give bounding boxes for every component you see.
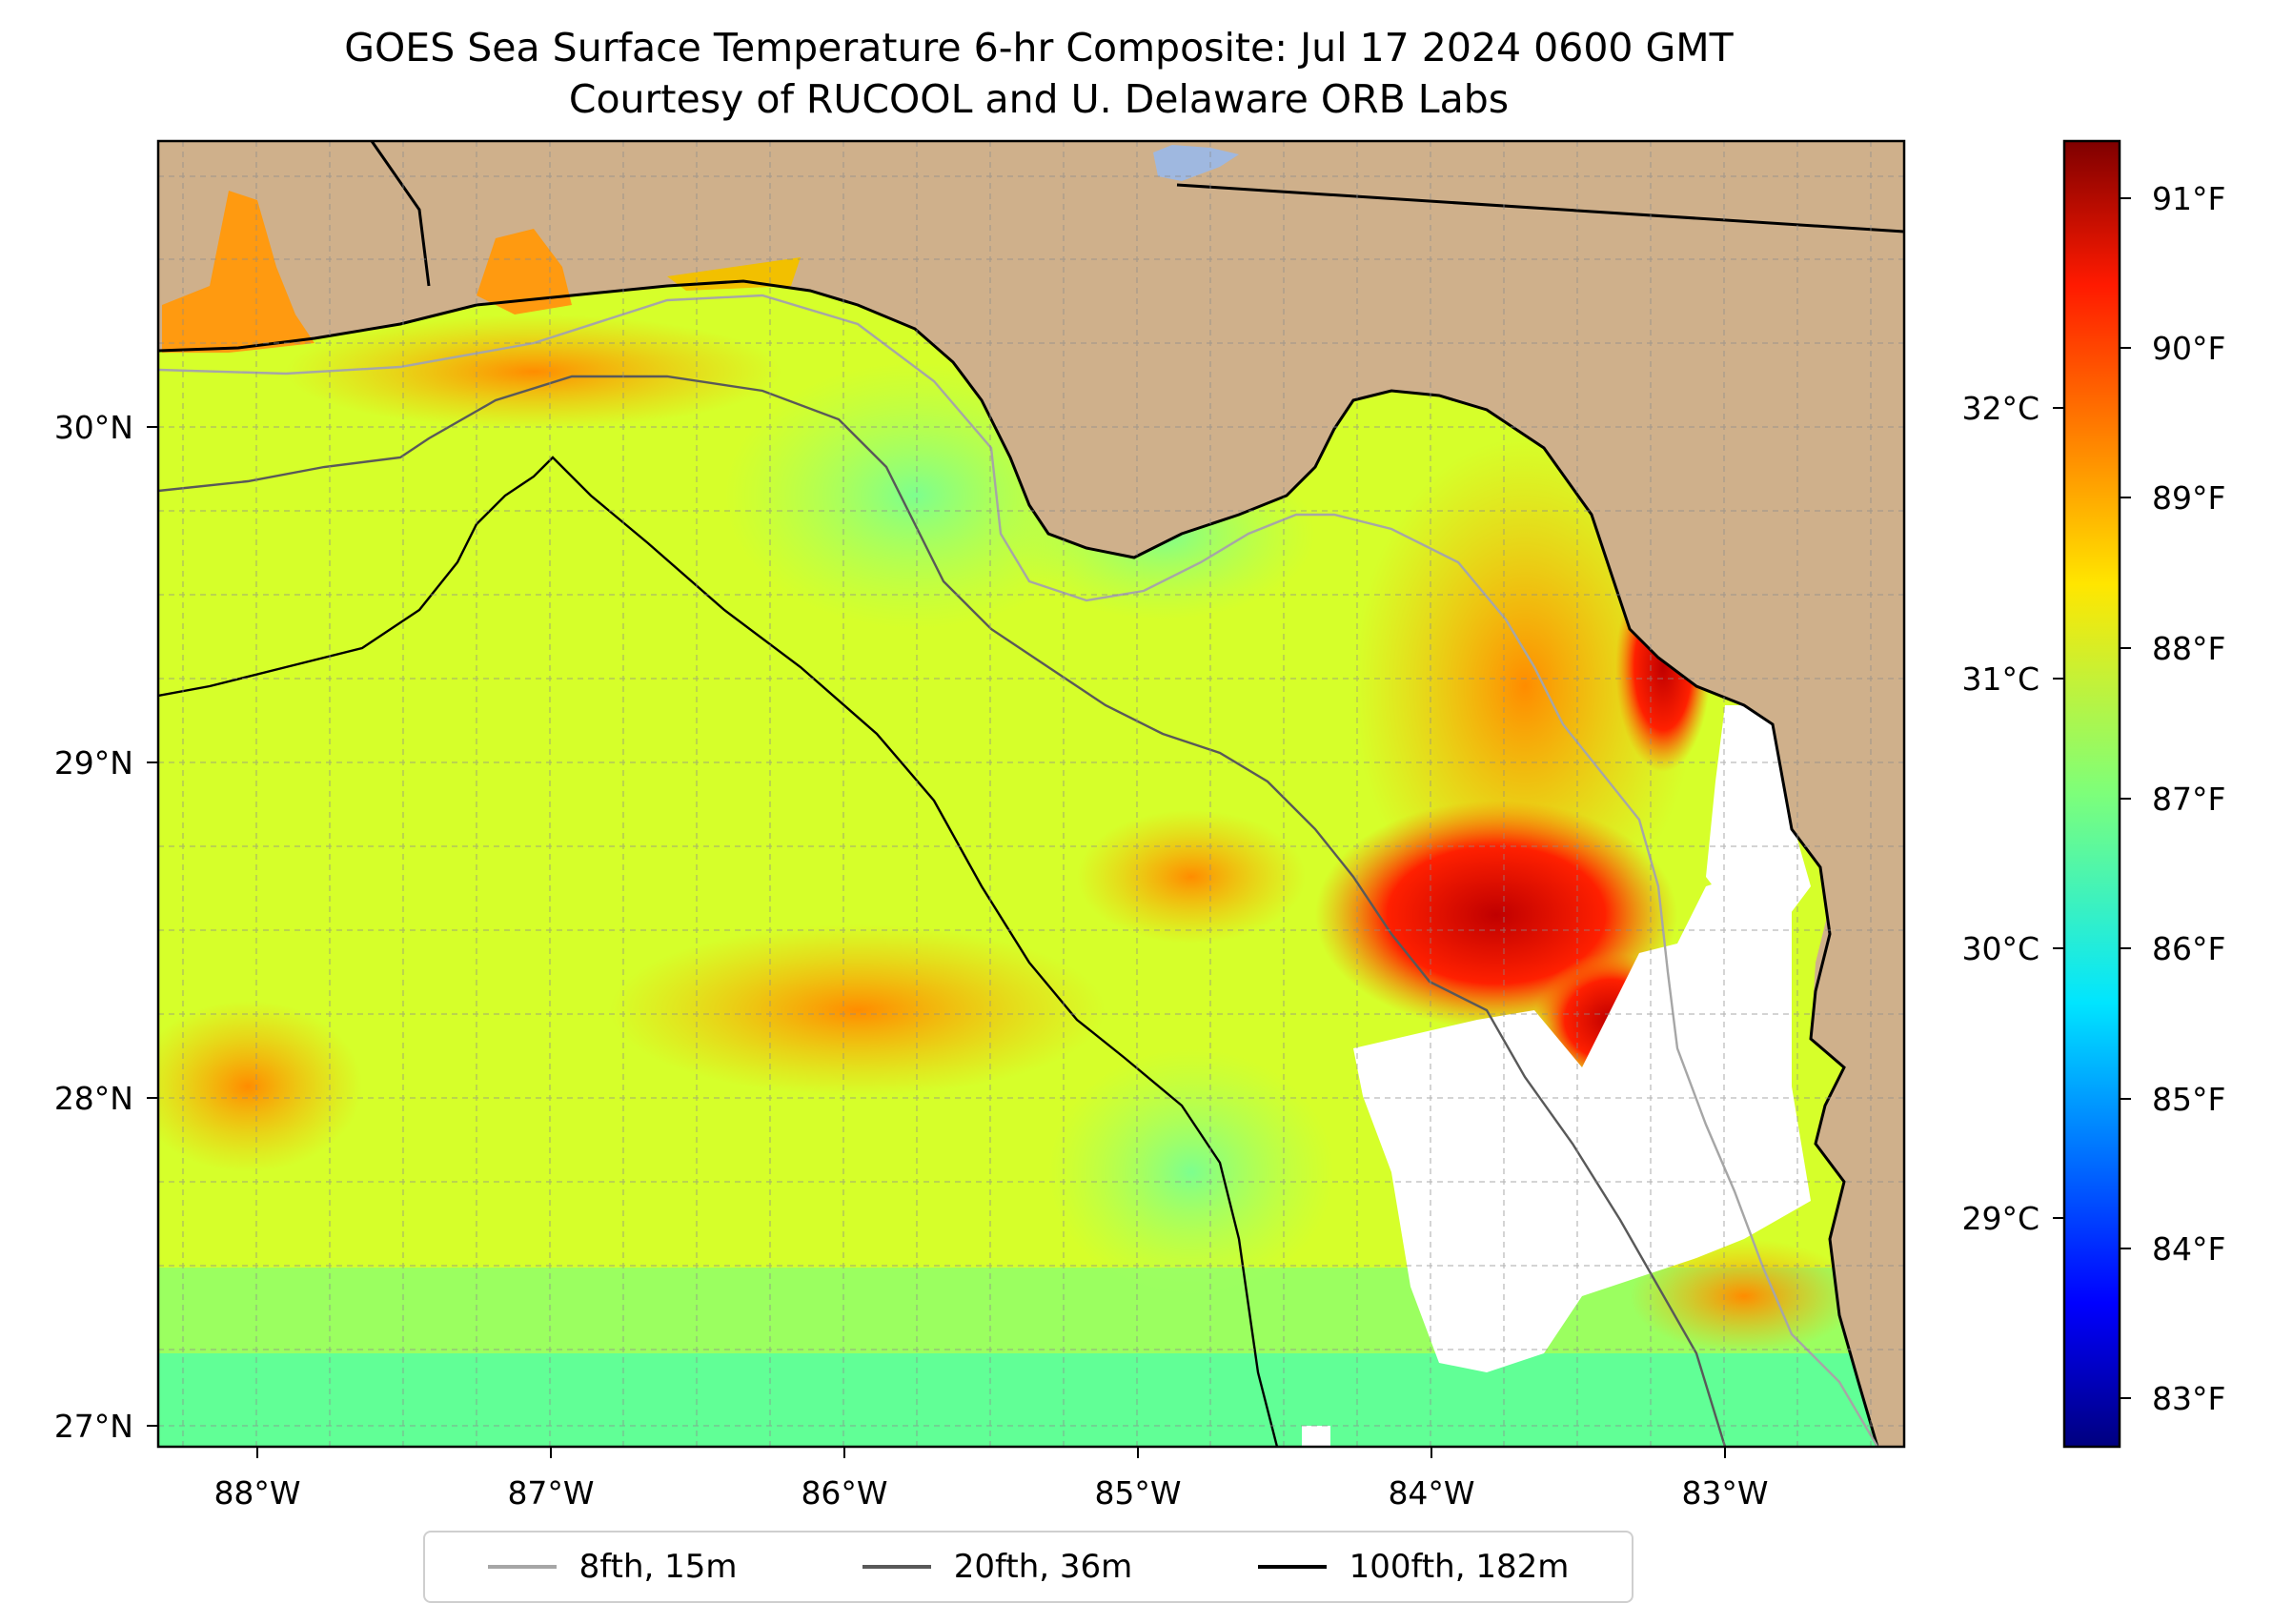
lat-tick-label: 28°N (54, 1080, 133, 1117)
lon-tick-label: 87°W (507, 1474, 594, 1512)
map-plot-area (158, 141, 1904, 1447)
no-data-region (1353, 858, 1811, 1372)
legend-line-20fth (862, 1565, 931, 1569)
colorbar (2062, 139, 2121, 1449)
legend-item: 20fth, 36m (862, 1548, 1133, 1586)
contour-20fth (158, 375, 1727, 1447)
lon-tick-label: 83°W (1681, 1474, 1768, 1512)
contour-8fth (158, 294, 1879, 1447)
legend-label: 8fth, 15m (578, 1548, 738, 1586)
chart-title: GOES Sea Surface Temperature 6-hr Compos… (344, 25, 1734, 71)
land-mass (158, 141, 1904, 1125)
lon-tick-marks (256, 1447, 1726, 1458)
lat-tick-label: 27°N (54, 1408, 133, 1445)
colorbar-f-label: 88°F (2152, 630, 2225, 667)
contour-100fth (158, 456, 1279, 1447)
state-border (1176, 183, 1904, 233)
lat-tick-marks (147, 426, 158, 1427)
lon-tick-label: 88°W (213, 1474, 300, 1512)
chart-subtitle: Courtesy of RUCOOL and U. Delaware ORB L… (568, 76, 1510, 122)
contour-legend: 8fth, 15m 20fth, 36m 100fth, 182m (423, 1531, 1634, 1603)
colorbar-c-label: 32°C (1961, 390, 2039, 427)
gridlines (158, 141, 1904, 1447)
lon-tick-label: 84°W (1388, 1474, 1474, 1512)
lat-tick-label: 30°N (54, 409, 133, 446)
colorbar-f-label: 86°F (2152, 930, 2225, 967)
colorbar-c-label: 30°C (1961, 930, 2039, 967)
legend-item: 100fth, 182m (1257, 1548, 1570, 1586)
colorbar-f-label: 85°F (2152, 1081, 2225, 1118)
legend-line-100fth (1257, 1565, 1327, 1569)
coastline (158, 279, 1879, 1447)
colorbar-c-tick-marks (2053, 407, 2064, 1219)
colorbar-f-label: 84°F (2152, 1230, 2225, 1268)
plot-frame (156, 139, 1906, 1449)
colorbar-f-label: 89°F (2152, 479, 2225, 517)
legend-line-8fth (487, 1565, 557, 1569)
lon-tick-label: 86°W (801, 1474, 887, 1512)
lon-tick-label: 85°W (1094, 1474, 1181, 1512)
legend-item: 8fth, 15m (487, 1548, 738, 1586)
legend-label: 20fth, 36m (953, 1548, 1133, 1586)
colorbar-f-label: 83°F (2152, 1380, 2225, 1417)
lat-tick-label: 29°N (54, 744, 133, 782)
colorbar-f-label: 87°F (2152, 781, 2225, 818)
colorbar-c-label: 29°C (1961, 1200, 2039, 1237)
colorbar-f-label: 91°F (2152, 180, 2225, 217)
colorbar-f-label: 90°F (2152, 330, 2225, 367)
colorbar-f-tick-marks (2120, 197, 2131, 1399)
colorbar-c-label: 31°C (1961, 660, 2039, 698)
lake (1153, 145, 1239, 181)
legend-label: 100fth, 182m (1349, 1548, 1570, 1586)
